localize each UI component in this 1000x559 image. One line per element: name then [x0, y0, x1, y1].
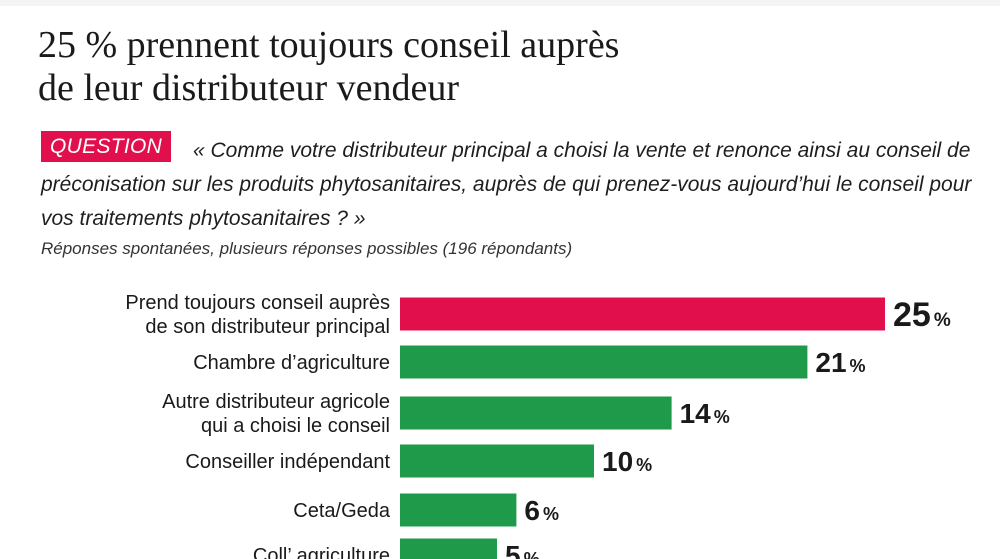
category-label: Ceta/Geda — [293, 500, 391, 522]
value-label: 21% — [815, 347, 865, 378]
bar — [400, 297, 885, 331]
bar — [400, 396, 672, 430]
category-label: Chambre d’agriculture — [193, 352, 390, 374]
category-label: Prend toujours conseil auprès — [125, 292, 390, 314]
category-label: Coll’ agriculture — [253, 545, 390, 559]
value-label: 5% — [505, 540, 540, 559]
bar-row: Ceta/Geda 6% — [293, 493, 559, 527]
value-label: 25% — [893, 296, 951, 334]
value-label: 10% — [602, 446, 652, 477]
bar — [400, 493, 517, 527]
bar — [400, 444, 594, 478]
bar — [400, 538, 497, 559]
category-label: Autre distributeur agricole — [162, 391, 390, 413]
bar-row: Chambre d’agriculture 21% — [193, 345, 866, 379]
category-label: qui a choisi le conseil — [201, 415, 390, 437]
top-strip — [0, 0, 1000, 6]
bar-row: Conseiller indépendant 10% — [185, 444, 652, 478]
category-label: Conseiller indépendant — [185, 451, 390, 473]
question-badge: QUESTION — [41, 131, 172, 162]
respondents-note: Réponses spontanées, plusieurs réponses … — [41, 239, 573, 258]
value-label: 6% — [524, 495, 559, 526]
bar — [400, 345, 808, 379]
chart-title-line-2: de leur distributeur vendeur — [38, 67, 460, 109]
bar-row: Coll’ agriculture 5% — [253, 538, 540, 559]
question-text: « Comme votre distributeur principal a c… — [41, 139, 972, 230]
chart-title-line-1: 25 % prennent toujours conseil auprès — [38, 24, 620, 66]
chart-title: 25 % prennent toujours conseil auprès de… — [38, 24, 978, 110]
value-label: 14% — [680, 398, 730, 429]
category-label: de son distributeur principal — [145, 316, 390, 338]
